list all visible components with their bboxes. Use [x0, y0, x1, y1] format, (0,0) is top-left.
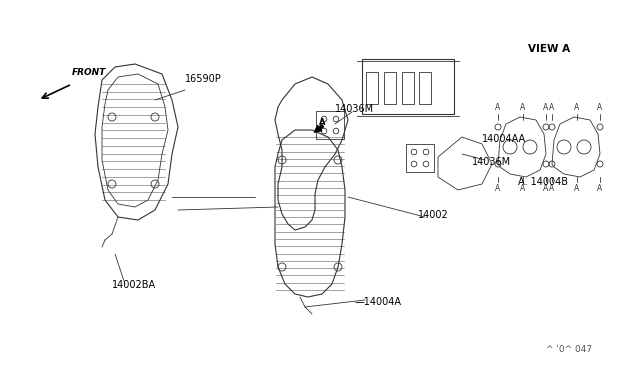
Bar	[384, 72, 396, 104]
Bar	[406, 144, 434, 172]
Text: A: A	[520, 103, 525, 112]
Text: A: A	[597, 103, 603, 112]
Text: 14002: 14002	[418, 210, 449, 220]
Text: A: A	[319, 118, 325, 127]
Text: A: A	[495, 184, 500, 193]
Bar	[366, 72, 378, 104]
Text: A: A	[543, 184, 548, 193]
Text: 14036M: 14036M	[335, 104, 374, 114]
Text: A: A	[574, 184, 580, 193]
Text: 14036M: 14036M	[472, 157, 511, 167]
Text: 14004AA: 14004AA	[482, 134, 526, 144]
Text: 16590P: 16590P	[185, 74, 221, 84]
Text: VIEW A: VIEW A	[528, 44, 570, 54]
Text: 14002BA: 14002BA	[112, 280, 156, 290]
Text: ^ '0^ 047: ^ '0^ 047	[546, 345, 592, 354]
Text: FRONT: FRONT	[72, 68, 106, 77]
Text: A: A	[549, 103, 555, 112]
Text: A: A	[520, 184, 525, 193]
Text: —14004A: —14004A	[355, 297, 402, 307]
Text: A: A	[543, 103, 548, 112]
Bar	[402, 72, 414, 104]
Text: A. 14004B: A. 14004B	[518, 177, 568, 187]
Text: A: A	[549, 184, 555, 193]
Bar	[316, 111, 344, 139]
Bar	[362, 59, 454, 114]
Text: A: A	[597, 184, 603, 193]
Text: A: A	[574, 103, 580, 112]
Bar	[419, 72, 431, 104]
Text: A: A	[495, 103, 500, 112]
